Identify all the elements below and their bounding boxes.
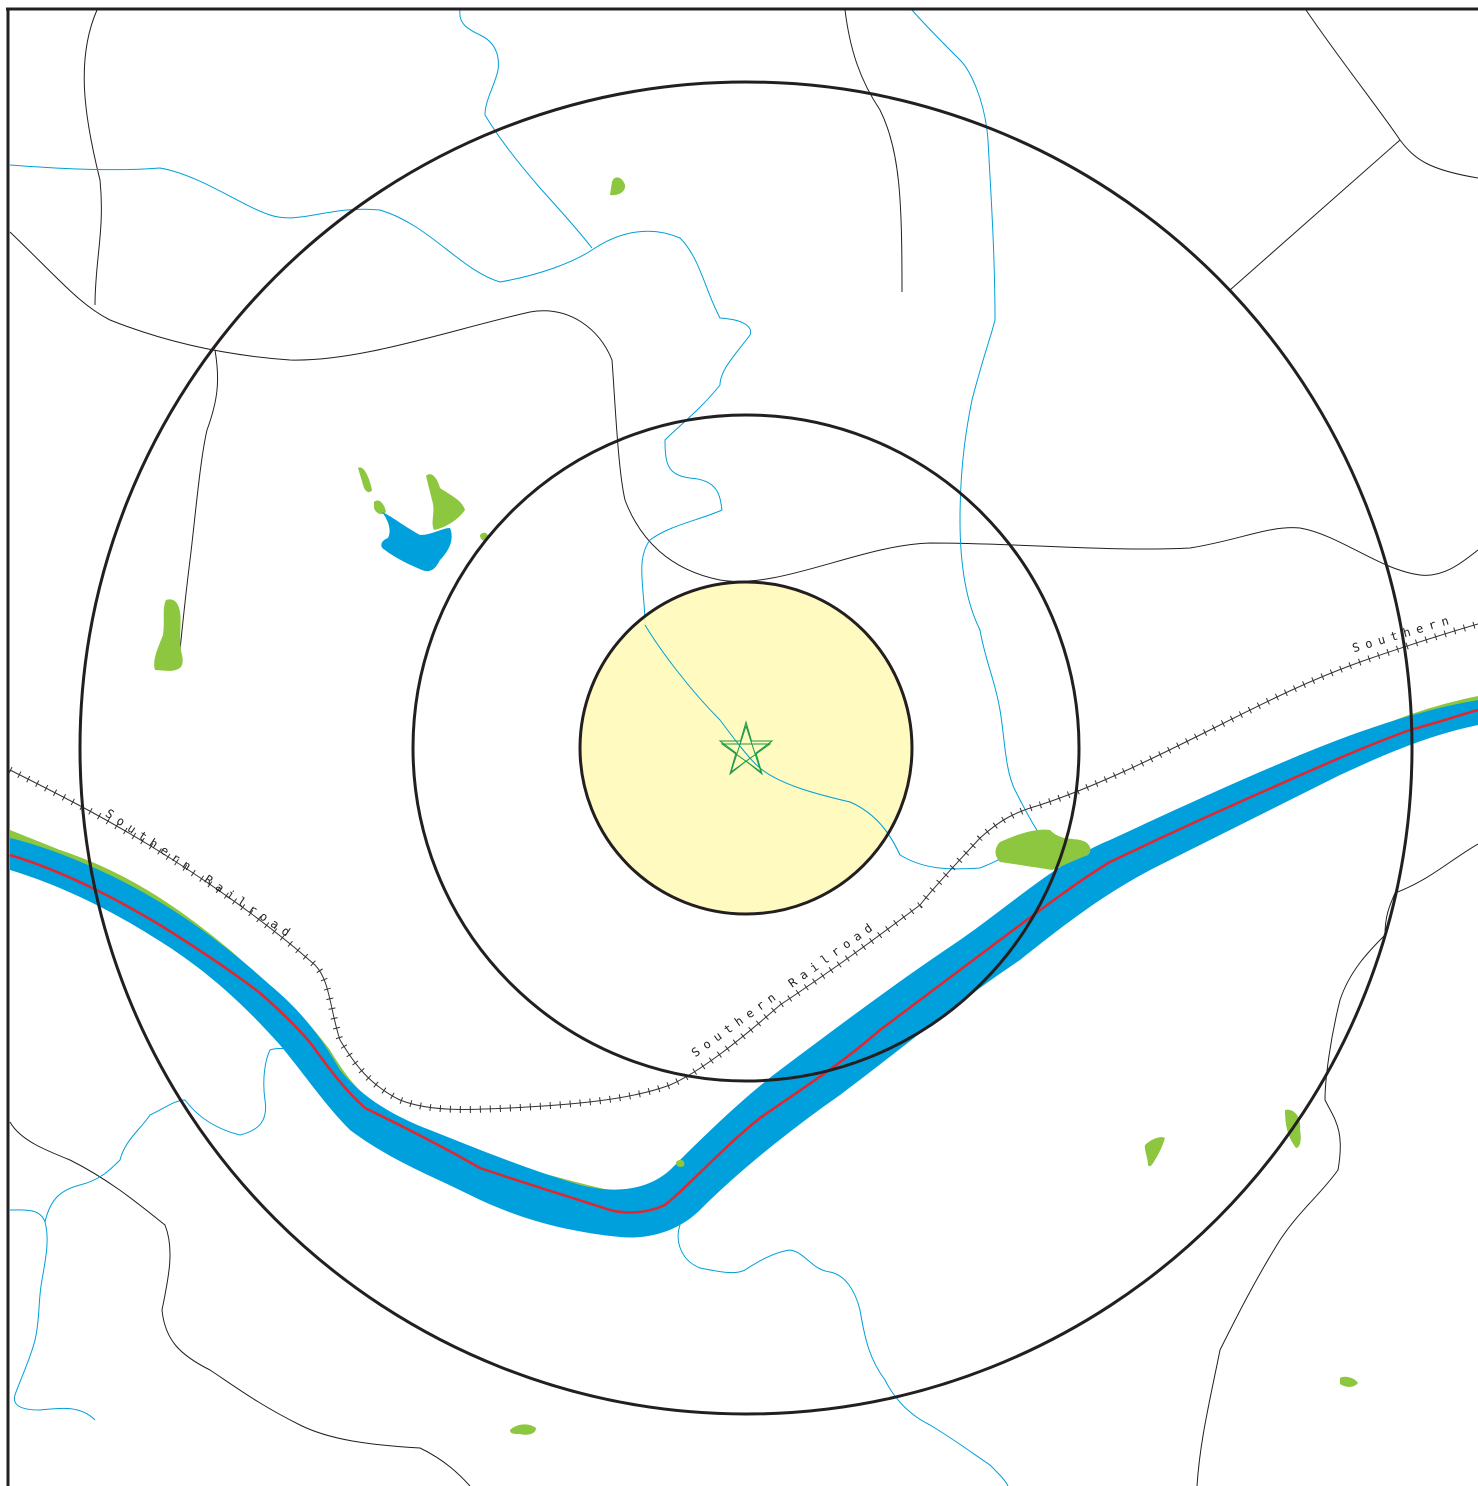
road [1229,139,1401,291]
roads [9,9,1478,1486]
road [9,231,1478,582]
buffer-rings [78,80,1414,1416]
vegetation-patch [510,1424,536,1435]
vegetation-patch [154,599,183,671]
outer-ring [78,80,1414,1416]
middle-ring [411,413,1081,1083]
pond [381,512,452,572]
star-icon [720,724,772,774]
vegetation-patch [1340,1376,1358,1387]
road [1305,9,1478,179]
vegetation-patch [374,500,386,515]
inner-ring [578,580,914,916]
stream [9,1209,96,1421]
vegetation-patch [426,474,465,530]
stream [459,9,593,249]
map-frame [6,7,1478,1486]
stream [44,1048,291,1223]
railroad-ties [8,620,1478,1114]
river [9,696,1478,1238]
vegetation-patch [676,1159,685,1167]
road [179,349,219,651]
vegetation-patch [1144,1137,1165,1167]
road [844,9,903,293]
road [9,1121,471,1486]
river-centerline [9,708,1478,1214]
road [1196,843,1478,1486]
stream [677,1224,1009,1486]
vegetation-patch [610,177,626,196]
center-zone [580,582,912,914]
road [83,9,102,306]
vegetation-patch [358,467,372,493]
